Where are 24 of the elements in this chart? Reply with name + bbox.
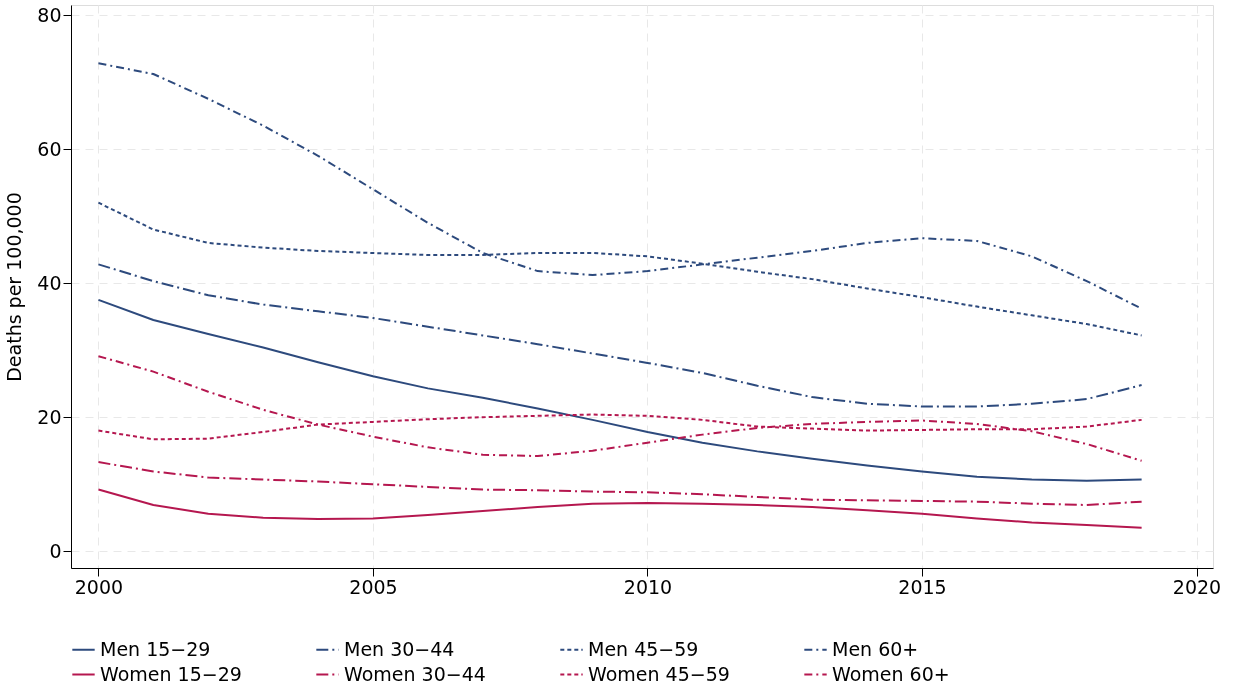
line-series: [97, 461, 1143, 506]
y-tick-label: 20: [37, 405, 62, 428]
line-series: [97, 355, 1143, 462]
x-tick-label: 2005: [349, 575, 398, 598]
legend-label: Men 45−59: [588, 637, 699, 660]
legend-label: Women 30−44: [344, 662, 486, 685]
x-tick-label: 2010: [623, 575, 673, 598]
y-tick-label: 0: [49, 539, 62, 562]
y-tick-label: 40: [37, 271, 62, 294]
legend-label: Women 15−29: [100, 662, 242, 685]
y-tick-label: 60: [37, 137, 62, 160]
x-tick-label: 2015: [898, 575, 947, 598]
x-tick-label: 2000: [74, 575, 124, 598]
y-axis-title: Deaths per 100,000: [3, 192, 26, 382]
line-series: [97, 263, 1143, 408]
legend-label: Women 60+: [832, 662, 950, 685]
legend-label: Women 45−59: [588, 662, 730, 685]
x-tick-label: 2020: [1172, 575, 1222, 598]
legend-label: Men 15−29: [100, 637, 211, 660]
line-series: [97, 298, 1143, 482]
y-tick-label: 80: [37, 3, 62, 26]
line-series: [97, 488, 1143, 529]
legend-label: Men 60+: [832, 637, 919, 660]
legend-label: Men 30−44: [344, 637, 455, 660]
